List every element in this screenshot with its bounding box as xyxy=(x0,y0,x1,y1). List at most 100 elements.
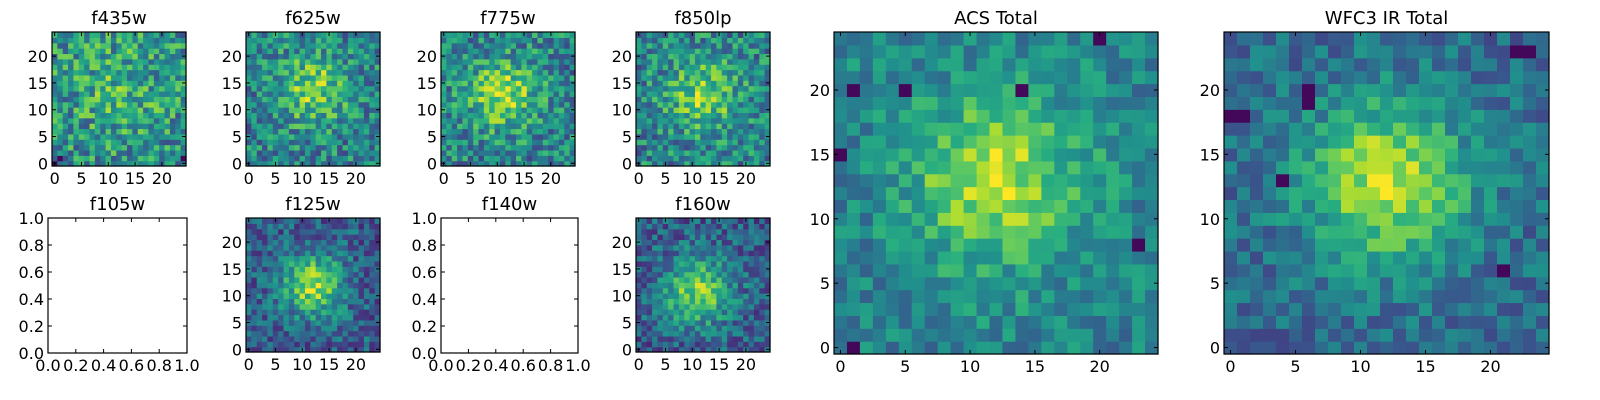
heatmap-cell xyxy=(1041,160,1055,175)
heatmap-cell xyxy=(283,48,290,55)
heatmap-cell xyxy=(499,48,506,55)
heatmap-cell xyxy=(57,85,64,92)
heatmap-cell xyxy=(646,69,653,76)
heatmap-cell xyxy=(737,53,744,60)
heatmap-cell xyxy=(684,260,691,267)
heatmap-cell xyxy=(288,228,295,235)
heatmap-cell xyxy=(636,139,642,146)
heatmap-cell xyxy=(1237,276,1251,291)
heatmap-cell xyxy=(441,123,447,130)
heatmap-cell xyxy=(1237,289,1251,304)
heatmap-cell xyxy=(694,117,701,124)
heatmap-cell xyxy=(148,85,155,92)
heatmap-cell xyxy=(337,123,344,130)
heatmap-cell xyxy=(369,287,376,294)
heatmap-cell xyxy=(937,238,952,252)
heatmap-cell xyxy=(143,155,150,162)
heatmap-cell xyxy=(462,74,469,81)
heatmap-cell xyxy=(337,42,344,49)
heatmap-cell xyxy=(342,330,349,337)
heatmap-cell xyxy=(89,37,96,44)
heatmap-cell xyxy=(315,218,322,224)
heatmap-cell xyxy=(753,335,760,342)
heatmap-cell xyxy=(116,69,123,76)
heatmap-cell xyxy=(700,335,707,342)
heatmap-cell xyxy=(1093,32,1107,46)
heatmap-cell xyxy=(175,32,182,38)
heatmap-cell xyxy=(1458,315,1472,329)
heatmap-cell xyxy=(743,287,750,294)
heatmap-cell xyxy=(1458,225,1472,239)
heatmap-cell xyxy=(1041,238,1055,252)
heatmap-cell xyxy=(337,260,344,267)
heatmap-cell xyxy=(441,149,447,156)
heatmap-cell xyxy=(267,335,274,342)
heatmap-cell xyxy=(272,276,279,283)
heatmap-cell xyxy=(288,58,295,65)
x-tick-label: 0.0 xyxy=(428,356,453,375)
heatmap-cell xyxy=(521,53,528,60)
heatmap-cell xyxy=(636,42,642,49)
heatmap-cell xyxy=(358,309,365,316)
heatmap-cell xyxy=(68,123,75,130)
heatmap-cell xyxy=(569,42,576,49)
heatmap-cell xyxy=(516,107,522,113)
heatmap-cell xyxy=(283,85,290,92)
heatmap-cell xyxy=(737,239,744,246)
heatmap-cell xyxy=(321,298,327,305)
heatmap-cell xyxy=(315,335,322,342)
heatmap-cell xyxy=(326,255,333,262)
heatmap-cell xyxy=(499,96,506,103)
heatmap-cell xyxy=(732,101,739,108)
heatmap-cell xyxy=(337,298,344,305)
heatmap-cell xyxy=(521,155,528,162)
heatmap-cell xyxy=(662,48,669,55)
heatmap-cell xyxy=(950,199,965,213)
heatmap-cell xyxy=(446,69,453,76)
heatmap-cell xyxy=(764,330,771,337)
heatmap-cell xyxy=(727,239,734,246)
heatmap-cell xyxy=(711,341,717,348)
heatmap-cell xyxy=(283,74,290,81)
heatmap-cell xyxy=(542,139,549,146)
heatmap-cell xyxy=(294,260,301,267)
heatmap-cell xyxy=(369,250,376,257)
heatmap-cell xyxy=(337,107,344,113)
heatmap-cell xyxy=(911,328,926,342)
heatmap-cell xyxy=(759,160,766,167)
heatmap-cell xyxy=(1080,70,1094,85)
heatmap-cell xyxy=(532,160,539,167)
heatmap-cell xyxy=(347,96,354,103)
heatmap-cell xyxy=(1497,315,1511,329)
heatmap-cell xyxy=(924,328,939,342)
heatmap-cell xyxy=(180,85,187,92)
heatmap-cell xyxy=(694,228,701,235)
heatmap-cell xyxy=(1015,238,1029,252)
x-tick-label: 10 xyxy=(292,169,312,188)
heatmap-cell xyxy=(885,173,900,188)
heatmap-cell xyxy=(267,160,274,167)
heatmap-cell xyxy=(73,117,80,124)
heatmap-cell xyxy=(1315,328,1329,342)
heatmap-cell xyxy=(1106,263,1120,278)
heatmap-cell xyxy=(678,218,685,224)
heatmap-cell xyxy=(363,144,370,151)
heatmap-cell xyxy=(446,117,453,124)
heatmap-cell xyxy=(1250,341,1264,355)
heatmap-cell xyxy=(483,139,490,146)
heatmap-cell xyxy=(100,80,107,87)
heatmap-cell xyxy=(294,96,301,103)
heatmap-cell xyxy=(711,58,717,65)
heatmap-cell xyxy=(564,160,571,167)
heatmap-cell xyxy=(331,85,338,92)
heatmap-cell xyxy=(963,238,978,252)
heatmap-cell xyxy=(727,234,734,241)
heatmap-cell xyxy=(668,58,675,65)
heatmap-cell xyxy=(326,309,333,316)
heatmap-cell xyxy=(153,48,160,55)
heatmap-cell xyxy=(169,107,176,113)
heatmap-cell xyxy=(711,293,717,299)
heatmap-cell xyxy=(353,37,360,44)
heatmap-cell xyxy=(727,346,734,353)
heatmap-cell xyxy=(331,123,338,130)
